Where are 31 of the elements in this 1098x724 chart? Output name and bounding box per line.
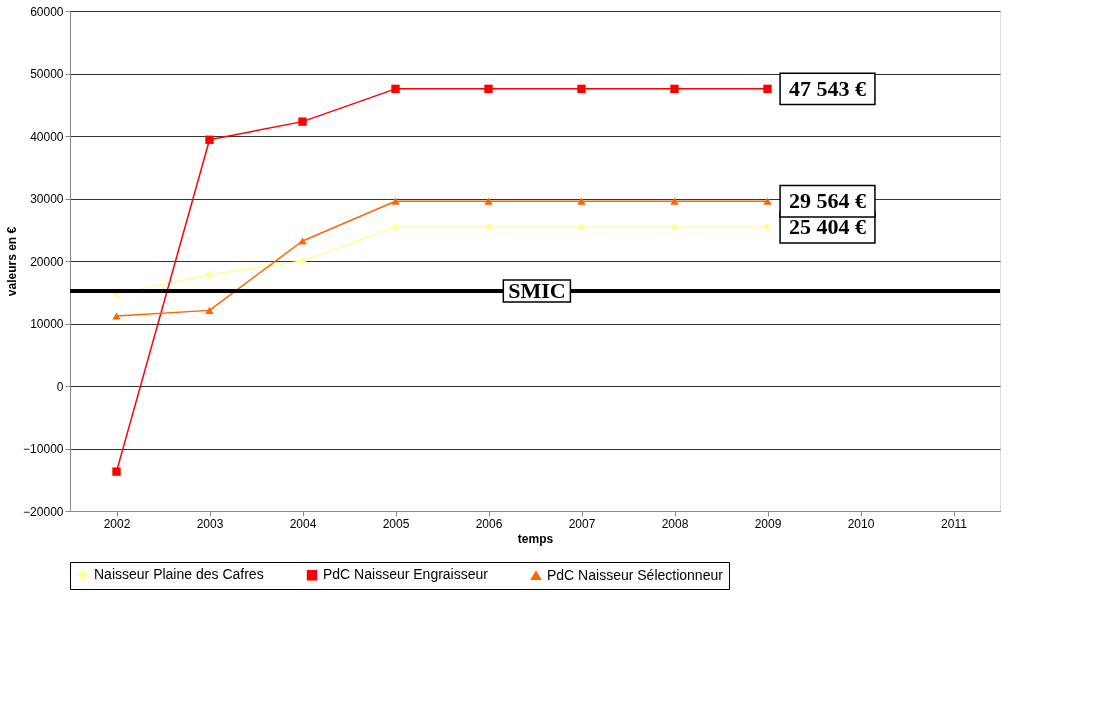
y-axis-title: valeurs en € (5, 226, 20, 297)
y-tick-label: 30000 (30, 192, 64, 206)
data-label: 47 543 € (789, 75, 866, 101)
x-tick-label: 2009 (754, 516, 782, 531)
y-tick-label: 0 (56, 379, 64, 394)
x-tick-label: 2004 (289, 516, 317, 531)
y-tick-label: −20000 (23, 504, 64, 519)
x-tick-label: 2005 (382, 516, 410, 531)
y-tick-label: 40000 (30, 129, 64, 144)
point (298, 117, 307, 126)
data-label: 29 564 € (789, 188, 866, 214)
x-tick-label: 2007 (568, 516, 596, 531)
x-tick-label: 2010 (847, 516, 875, 531)
y-tick-label: 60000 (30, 4, 64, 19)
y-tick-label: −10000 (23, 442, 64, 456)
x-tick-label: 2008 (661, 516, 689, 531)
point (112, 312, 121, 320)
x-axis-title: temps (517, 531, 554, 546)
x-tick-label: 2006 (475, 516, 503, 531)
x-tick-label: 2002 (103, 516, 131, 531)
legend-label: PdC Naisseur Sélectionneur (547, 566, 724, 583)
x-tick-label: 2011 (941, 516, 968, 531)
data-label: 25 404 € (789, 214, 866, 240)
legend-label: PdC Naisseur Engraisseur (323, 566, 489, 583)
y-tick-label: 50000 (30, 67, 64, 81)
ref-line-label: SMIC (508, 278, 566, 303)
point (112, 467, 121, 476)
y-tick-label: 20000 (30, 254, 64, 269)
x-tick-label: 2003 (196, 516, 224, 531)
y-tick-label: 10000 (30, 317, 64, 331)
legend-label: Naisseur Plaine des Cafres (94, 566, 264, 583)
